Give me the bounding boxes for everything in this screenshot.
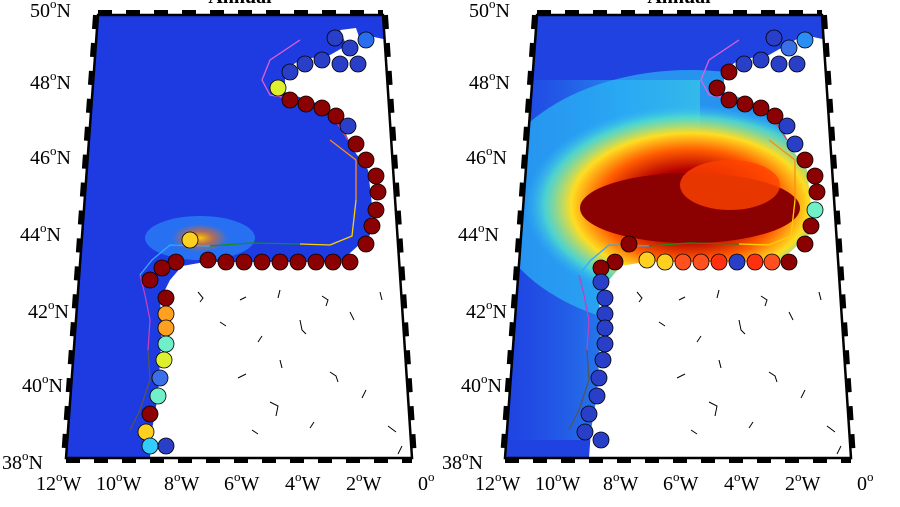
lon-labels-right: 12oW 10oW 8oW 6oW 4oW 2oW 0o [475, 469, 874, 495]
svg-text:42oN: 42oN [466, 297, 507, 323]
lat-labels-right: 50oN 48oN 46oN 44oN 42oN 40oN 38oN [442, 0, 510, 474]
lat-label: 40 [22, 375, 42, 397]
lat-labels-left: 50oN 48oN 46oN 44oN 42oN 40oN 38oN [2, 0, 71, 474]
rivers-left [197, 289, 403, 455]
frame-ticks-left [61, 10, 417, 463]
svg-text:12oW: 12oW [475, 469, 521, 495]
svg-text:4oW: 4oW [724, 469, 760, 495]
panel-left: Annual 50oN 48oN 46oN 44oN 42oN 40oN 38o… [2, 0, 435, 495]
frame-ticks-right [500, 10, 856, 463]
svg-text:46oN: 46oN [466, 143, 507, 169]
stations-left [137, 29, 387, 455]
lat-label: 42 [466, 301, 486, 323]
lat-label: 50 [30, 0, 50, 22]
svg-text:48oN: 48oN [469, 68, 510, 94]
lat-label: 42 [28, 301, 48, 323]
svg-text:50oN: 50oN [30, 0, 71, 22]
svg-text:42oN: 42oN [28, 297, 69, 323]
map-frame-right [503, 13, 853, 460]
svg-text:10oW: 10oW [535, 469, 581, 495]
svg-text:0o: 0o [857, 469, 874, 495]
svg-text:6oW: 6oW [663, 469, 699, 495]
lat-label: 48 [30, 72, 50, 94]
ocean-field-right [505, 15, 851, 458]
lat-label: 44 [458, 224, 478, 246]
panel-title-right: Annual [647, 0, 711, 8]
lat-label: 46 [466, 147, 486, 169]
svg-text:48oN: 48oN [30, 68, 71, 94]
lat-label: 44 [20, 224, 40, 246]
map-frame-left [64, 13, 414, 460]
svg-text:12oW: 12oW [36, 469, 82, 495]
lat-label: 40 [461, 375, 481, 397]
svg-text:4oW: 4oW [285, 469, 321, 495]
svg-text:8oW: 8oW [603, 469, 639, 495]
panel-title-left: Annual [208, 0, 272, 8]
lat-label: 46 [30, 147, 50, 169]
svg-text:38oN: 38oN [442, 448, 483, 474]
svg-text:46oN: 46oN [30, 143, 71, 169]
svg-text:44oN: 44oN [458, 220, 499, 246]
svg-text:2oW: 2oW [346, 469, 382, 495]
lat-label: 48 [469, 72, 489, 94]
svg-text:38oN: 38oN [2, 448, 43, 474]
svg-text:40oN: 40oN [461, 371, 502, 397]
lat-label: 38 [442, 452, 462, 474]
panel-right: Annual 50oN 48oN 46oN 44oN 42oN 40oN 38o… [442, 0, 874, 495]
svg-text:50oN: 50oN [469, 0, 510, 22]
svg-text:8oW: 8oW [164, 469, 200, 495]
svg-text:2oW: 2oW [785, 469, 821, 495]
rivers-right [636, 289, 842, 455]
lat-label: 38 [2, 452, 22, 474]
svg-text:10oW: 10oW [96, 469, 142, 495]
svg-text:0o: 0o [418, 469, 435, 495]
lat-label: 50 [469, 0, 489, 22]
svg-text:6oW: 6oW [224, 469, 260, 495]
stations-right [576, 29, 826, 449]
lon-labels-left: 12oW 10oW 8oW 6oW 4oW 2oW 0o [36, 469, 435, 495]
ocean-field-left [66, 15, 412, 458]
svg-text:44oN: 44oN [20, 220, 61, 246]
svg-text:40oN: 40oN [22, 371, 63, 397]
